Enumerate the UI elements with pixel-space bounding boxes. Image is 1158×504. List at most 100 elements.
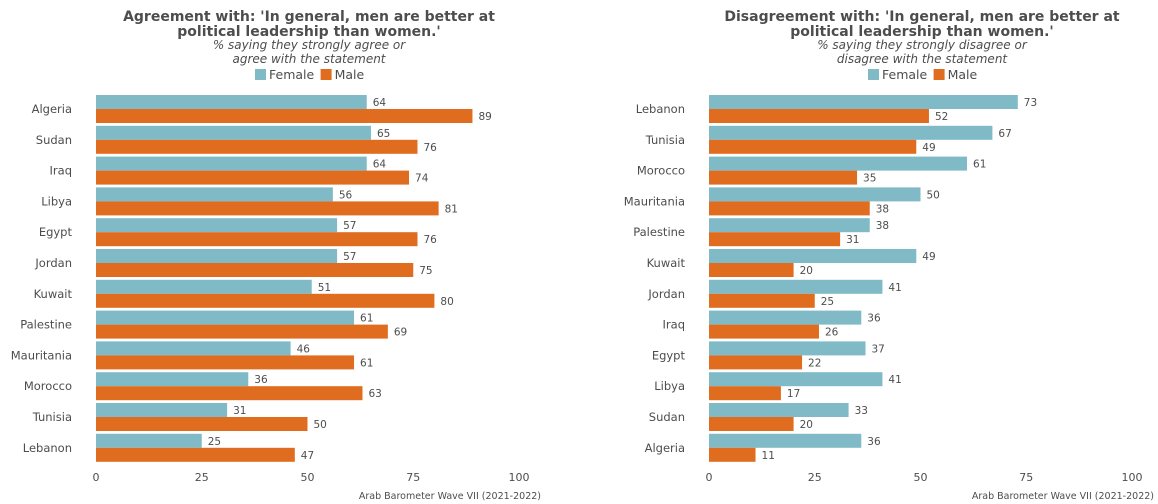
- chart-caption: Arab Barometer Wave VII (2021-2022): [359, 491, 541, 502]
- agreement-chart: Agreement with: 'In general, men are bet…: [11, 9, 541, 502]
- chart-title-line: political leadership than women.': [177, 24, 440, 40]
- bar-value-label: 76: [423, 234, 437, 246]
- category-label: Algeria: [32, 102, 72, 116]
- chart-title-line: Agreement with: 'In general, men are bet…: [123, 9, 495, 25]
- bar-value-label: 81: [445, 203, 458, 215]
- legend-swatch-male: [933, 69, 945, 80]
- bar-male: [96, 263, 414, 277]
- bar-value-label: 22: [808, 357, 821, 369]
- x-tick-label: 0: [93, 471, 100, 484]
- chart-title-line: Disagreement with: 'In general, men are …: [724, 9, 1120, 25]
- category-label: Iraq: [663, 318, 685, 332]
- x-tick-label: 75: [406, 471, 420, 484]
- bar-value-label: 47: [301, 450, 314, 462]
- bar-value-label: 64: [373, 97, 387, 109]
- bar-male: [96, 170, 410, 185]
- bar-female: [709, 125, 993, 140]
- legend-label-female: Female: [269, 67, 315, 82]
- bar-female: [96, 95, 367, 109]
- bar-male: [96, 355, 355, 370]
- bar-value-label: 67: [998, 128, 1011, 140]
- bar-female: [709, 310, 862, 325]
- bar-male: [709, 170, 858, 185]
- legend-label-male: Male: [335, 67, 365, 82]
- bar-value-label: 80: [440, 296, 453, 308]
- category-label: Lebanon: [23, 441, 72, 455]
- bar-value-label: 52: [935, 111, 948, 123]
- bar-male: [709, 293, 815, 308]
- bar-value-label: 38: [876, 203, 889, 215]
- category-label: Sudan: [36, 133, 72, 147]
- bar-female: [96, 125, 371, 140]
- category-label: Kuwait: [34, 287, 73, 301]
- category-label: Jordan: [34, 256, 72, 270]
- category-label: Palestine: [20, 318, 72, 332]
- category-label: Egypt: [39, 225, 73, 239]
- bar-value-label: 75: [419, 265, 432, 277]
- bar-male: [96, 232, 418, 247]
- bar-value-label: 69: [394, 327, 407, 339]
- bar-value-label: 17: [787, 388, 800, 400]
- disagreement-chart-panel: Disagreement with: 'In general, men are …: [613, 0, 1158, 504]
- bar-value-label: 61: [360, 313, 373, 325]
- bar-female: [96, 218, 338, 233]
- chart-subtitle-line: disagree with the statement: [837, 52, 1009, 66]
- legend-label-male: Male: [948, 67, 978, 82]
- bar-female: [96, 372, 249, 387]
- bar-value-label: 76: [423, 142, 437, 154]
- category-label: Iraq: [50, 164, 72, 178]
- bar-female: [709, 156, 968, 171]
- bar-female: [709, 403, 849, 417]
- bar-value-label: 25: [821, 296, 834, 308]
- bar-value-label: 36: [867, 313, 881, 325]
- bar-value-label: 64: [373, 159, 387, 171]
- bar-female: [709, 433, 862, 448]
- x-tick-label: 25: [808, 471, 822, 484]
- bar-value-label: 51: [318, 282, 331, 294]
- bar-value-label: 36: [867, 436, 881, 448]
- bar-male: [709, 263, 794, 277]
- x-tick-label: 25: [195, 471, 209, 484]
- bar-male: [96, 293, 435, 308]
- bar-female: [96, 433, 202, 448]
- bar-value-label: 50: [927, 189, 940, 201]
- category-label: Algeria: [645, 441, 685, 455]
- bar-value-label: 41: [888, 282, 901, 294]
- bar-female: [709, 341, 866, 356]
- bar-value-label: 49: [922, 251, 935, 263]
- bar-value-label: 35: [863, 173, 876, 185]
- category-label: Palestine: [633, 225, 685, 239]
- category-label: Libya: [41, 194, 72, 208]
- bar-male: [709, 109, 929, 123]
- x-tick-label: 50: [914, 471, 928, 484]
- category-label: Sudan: [649, 410, 685, 424]
- chart-caption: Arab Barometer Wave VII (2021-2022): [972, 491, 1154, 502]
- bar-female: [96, 403, 228, 417]
- chart-title-line: political leadership than women.': [790, 24, 1053, 40]
- bar-value-label: 20: [800, 419, 813, 431]
- bar-value-label: 57: [343, 251, 356, 263]
- bar-value-label: 25: [208, 436, 221, 448]
- bar-value-label: 50: [314, 419, 327, 431]
- category-label: Jordan: [647, 287, 685, 301]
- bar-value-label: 41: [888, 374, 901, 386]
- bar-value-label: 38: [876, 220, 889, 232]
- bar-value-label: 37: [872, 343, 885, 355]
- chart-subtitle-line: % saying they strongly disagree or: [817, 38, 1028, 52]
- category-label: Morocco: [24, 379, 72, 393]
- bar-value-label: 46: [297, 343, 311, 355]
- bar-female: [709, 372, 883, 387]
- bar-value-label: 31: [846, 234, 859, 246]
- legend-swatch-female: [255, 69, 266, 80]
- bar-value-label: 65: [377, 128, 390, 140]
- bar-female: [709, 279, 883, 294]
- bar-female: [96, 279, 312, 294]
- category-label: Morocco: [637, 164, 685, 178]
- bar-female: [96, 341, 291, 356]
- bar-value-label: 36: [254, 374, 268, 386]
- bar-value-label: 31: [233, 405, 246, 417]
- bar-female: [709, 95, 1018, 109]
- bar-female: [96, 156, 367, 171]
- legend-swatch-male: [320, 69, 332, 80]
- bar-female: [96, 249, 338, 263]
